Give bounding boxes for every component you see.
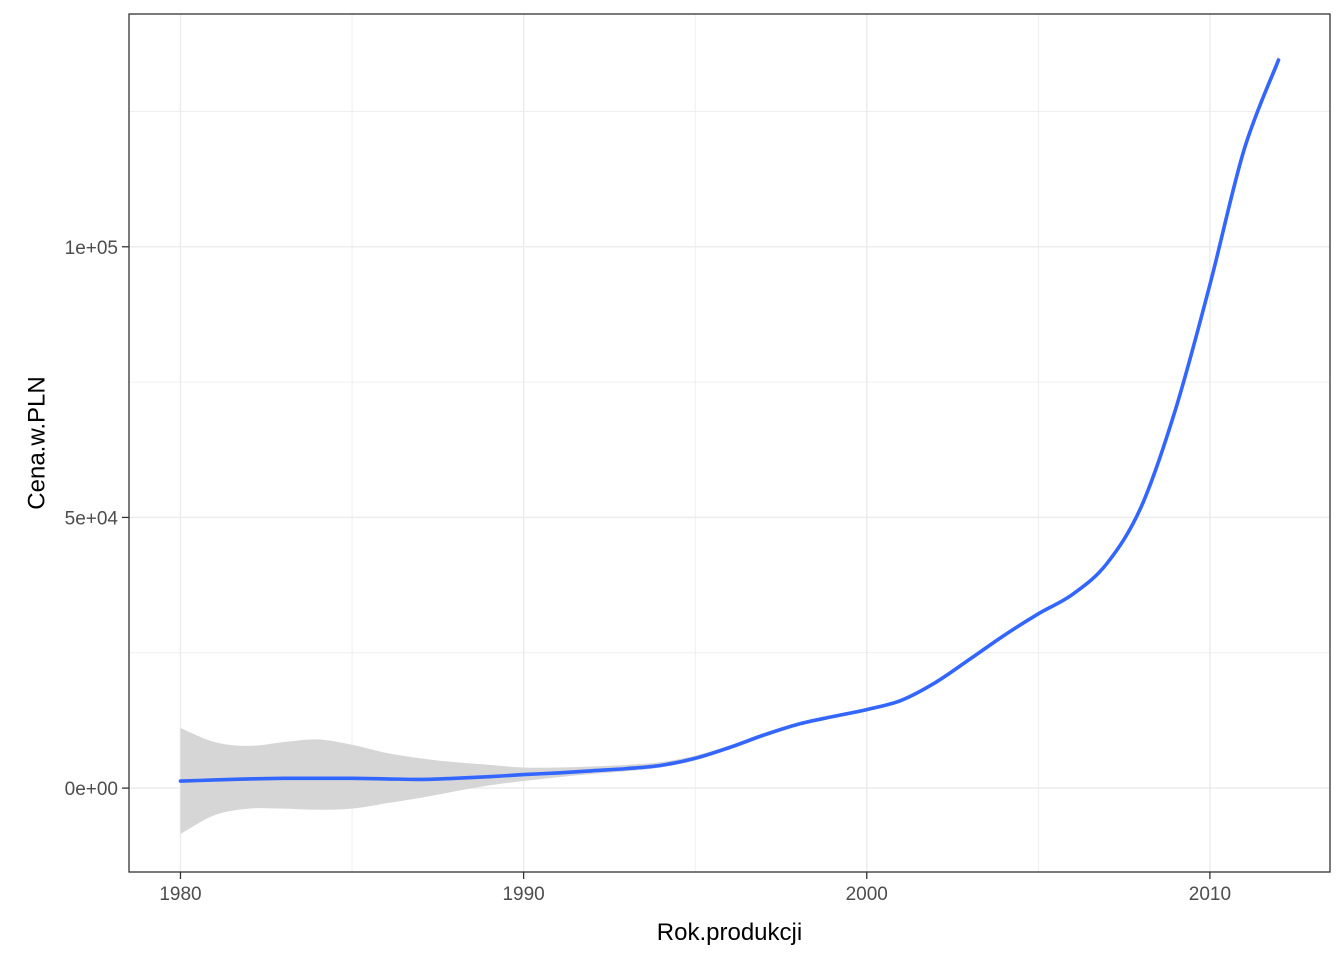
x-tick-label: 2000 <box>846 884 888 905</box>
panel-border <box>128 13 1331 873</box>
smooth-trend-line <box>178 58 1281 783</box>
y-tick-label: 5e+04 <box>65 508 119 529</box>
x-tick-label: 1980 <box>159 884 201 905</box>
series-layer <box>178 54 1281 835</box>
x-tick-label: 2010 <box>1189 884 1231 905</box>
x-tick-label: 1990 <box>502 884 544 905</box>
y-tick-label: 1e+05 <box>65 238 118 259</box>
confidence-ribbon <box>180 54 1279 835</box>
x-axis-title: Rok.produkcji <box>657 919 802 946</box>
axes: 1980 1990 2000 2010 0e+00 5e+04 1e+05 <box>65 238 1231 905</box>
y-axis-title: Cena.w.PLN <box>23 376 50 509</box>
minor-gridlines <box>129 14 1330 872</box>
y-tick-label: 0e+00 <box>65 779 118 800</box>
